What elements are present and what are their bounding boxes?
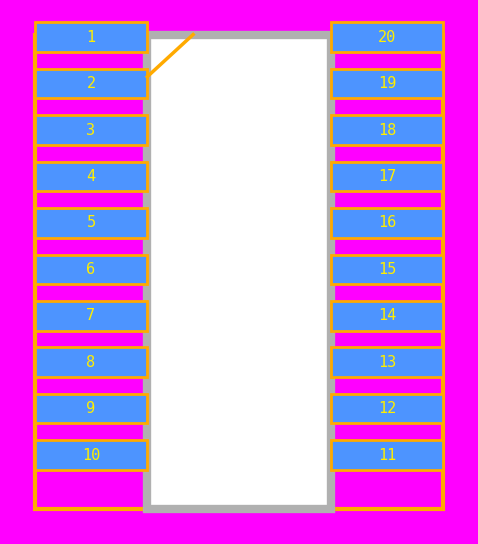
Text: 16: 16: [378, 215, 396, 231]
Text: 3: 3: [87, 122, 96, 138]
Bar: [331, 348, 443, 377]
Text: 2: 2: [87, 76, 96, 91]
Text: 11: 11: [378, 448, 396, 462]
Bar: [147, 34, 331, 509]
Bar: [331, 208, 443, 238]
Text: 8: 8: [87, 355, 96, 370]
Bar: [331, 255, 443, 284]
Bar: [35, 22, 147, 52]
Bar: [35, 394, 147, 423]
Text: 19: 19: [378, 76, 396, 91]
Bar: [35, 301, 147, 331]
Bar: [35, 348, 147, 377]
Bar: [35, 255, 147, 284]
Bar: [35, 440, 147, 470]
Text: 7: 7: [87, 308, 96, 323]
Bar: [35, 69, 147, 98]
Text: 9: 9: [87, 401, 96, 416]
Text: 17: 17: [378, 169, 396, 184]
Bar: [35, 34, 443, 509]
Text: 20: 20: [378, 30, 396, 45]
Bar: [331, 22, 443, 52]
Bar: [35, 115, 147, 145]
Text: 12: 12: [378, 401, 396, 416]
Text: 18: 18: [378, 122, 396, 138]
Text: 10: 10: [82, 448, 100, 462]
Text: 14: 14: [378, 308, 396, 323]
Bar: [331, 162, 443, 191]
Text: 6: 6: [87, 262, 96, 277]
Bar: [331, 115, 443, 145]
Bar: [35, 208, 147, 238]
Text: 1: 1: [87, 30, 96, 45]
Text: 4: 4: [87, 169, 96, 184]
Bar: [331, 394, 443, 423]
Bar: [331, 69, 443, 98]
Bar: [331, 440, 443, 470]
Bar: [35, 162, 147, 191]
Text: 13: 13: [378, 355, 396, 370]
Text: 15: 15: [378, 262, 396, 277]
Text: 5: 5: [87, 215, 96, 231]
Bar: [331, 301, 443, 331]
